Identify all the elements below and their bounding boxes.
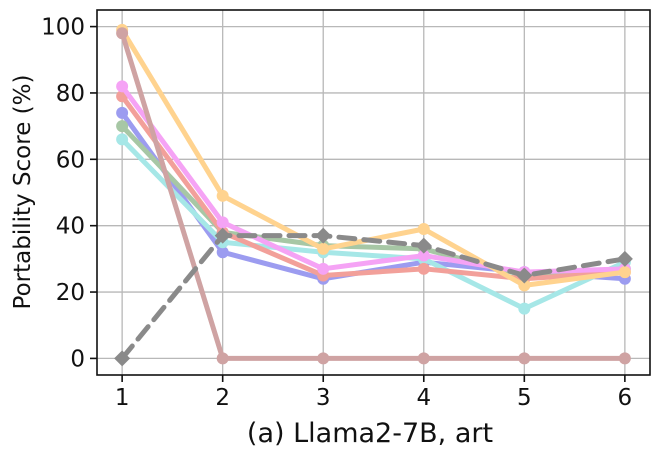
data-point: [214, 227, 231, 244]
data-point: [114, 350, 131, 367]
chart-caption: (a) Llama2-7B, art: [247, 418, 493, 449]
series-line: [119, 83, 628, 275]
series-line: [119, 233, 628, 361]
series-2: [116, 133, 631, 315]
data-point: [417, 262, 430, 275]
y-tick-label: 60: [56, 147, 85, 173]
data-point: [417, 223, 430, 235]
x-tick-label: 2: [215, 385, 230, 411]
x-tick-label: 4: [416, 385, 431, 411]
series-line: [119, 136, 628, 312]
data-point: [417, 352, 430, 365]
series-layer: [114, 23, 633, 367]
x-tick-label: 6: [618, 385, 633, 411]
series-6: [116, 23, 631, 292]
y-axis-title: Portability Score (%): [10, 75, 36, 310]
data-point: [317, 262, 330, 275]
data-point: [216, 216, 229, 229]
data-point: [116, 80, 129, 93]
y-tick-label: 40: [56, 214, 85, 240]
data-point: [516, 267, 533, 284]
data-point: [417, 249, 430, 262]
data-point: [116, 106, 129, 119]
data-point: [216, 352, 229, 365]
data-point: [315, 227, 332, 244]
series-line: [119, 30, 628, 361]
data-point: [216, 246, 229, 259]
data-point: [216, 189, 229, 202]
data-point: [415, 237, 432, 254]
data-point: [317, 352, 330, 365]
series-line: [119, 93, 628, 282]
y-tick-label: 20: [56, 280, 85, 306]
data-point: [116, 133, 129, 146]
data-point: [317, 242, 330, 255]
plot-frame: [96, 9, 651, 376]
data-point: [616, 250, 633, 267]
data-point: [116, 120, 129, 133]
grid-lines: [97, 10, 650, 375]
y-tick-label: 0: [70, 346, 85, 372]
x-tick-label: 5: [517, 385, 532, 411]
data-point: [518, 352, 531, 365]
data-point: [618, 352, 631, 365]
data-point: [618, 266, 631, 279]
data-point: [518, 279, 531, 292]
axes: [96, 9, 651, 376]
y-tick-label: 80: [56, 81, 85, 107]
series-8: [114, 227, 633, 367]
series-7: [116, 27, 631, 365]
data-point: [518, 302, 531, 315]
data-point: [116, 27, 129, 40]
x-tick-label: 3: [316, 385, 331, 411]
x-tick-label: 1: [115, 385, 130, 411]
y-tick-label: 100: [41, 15, 85, 41]
